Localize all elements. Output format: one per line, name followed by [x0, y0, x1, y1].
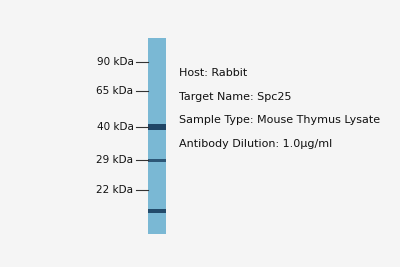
Text: Antibody Dilution: 1.0μg/ml: Antibody Dilution: 1.0μg/ml [179, 139, 332, 149]
Text: 22 kDa: 22 kDa [96, 184, 133, 195]
Text: 40 kDa: 40 kDa [96, 122, 133, 132]
Text: 90 kDa: 90 kDa [96, 57, 133, 67]
Text: 65 kDa: 65 kDa [96, 86, 133, 96]
Bar [148, 38, 166, 234]
Bar [148, 209, 166, 213]
Bar [148, 124, 166, 130]
Text: Sample Type: Mouse Thymus Lysate: Sample Type: Mouse Thymus Lysate [179, 115, 380, 125]
Text: Target Name: Spc25: Target Name: Spc25 [179, 92, 291, 102]
Text: 29 kDa: 29 kDa [96, 155, 133, 165]
Bar [148, 159, 166, 162]
Text: Host: Rabbit: Host: Rabbit [179, 68, 247, 78]
